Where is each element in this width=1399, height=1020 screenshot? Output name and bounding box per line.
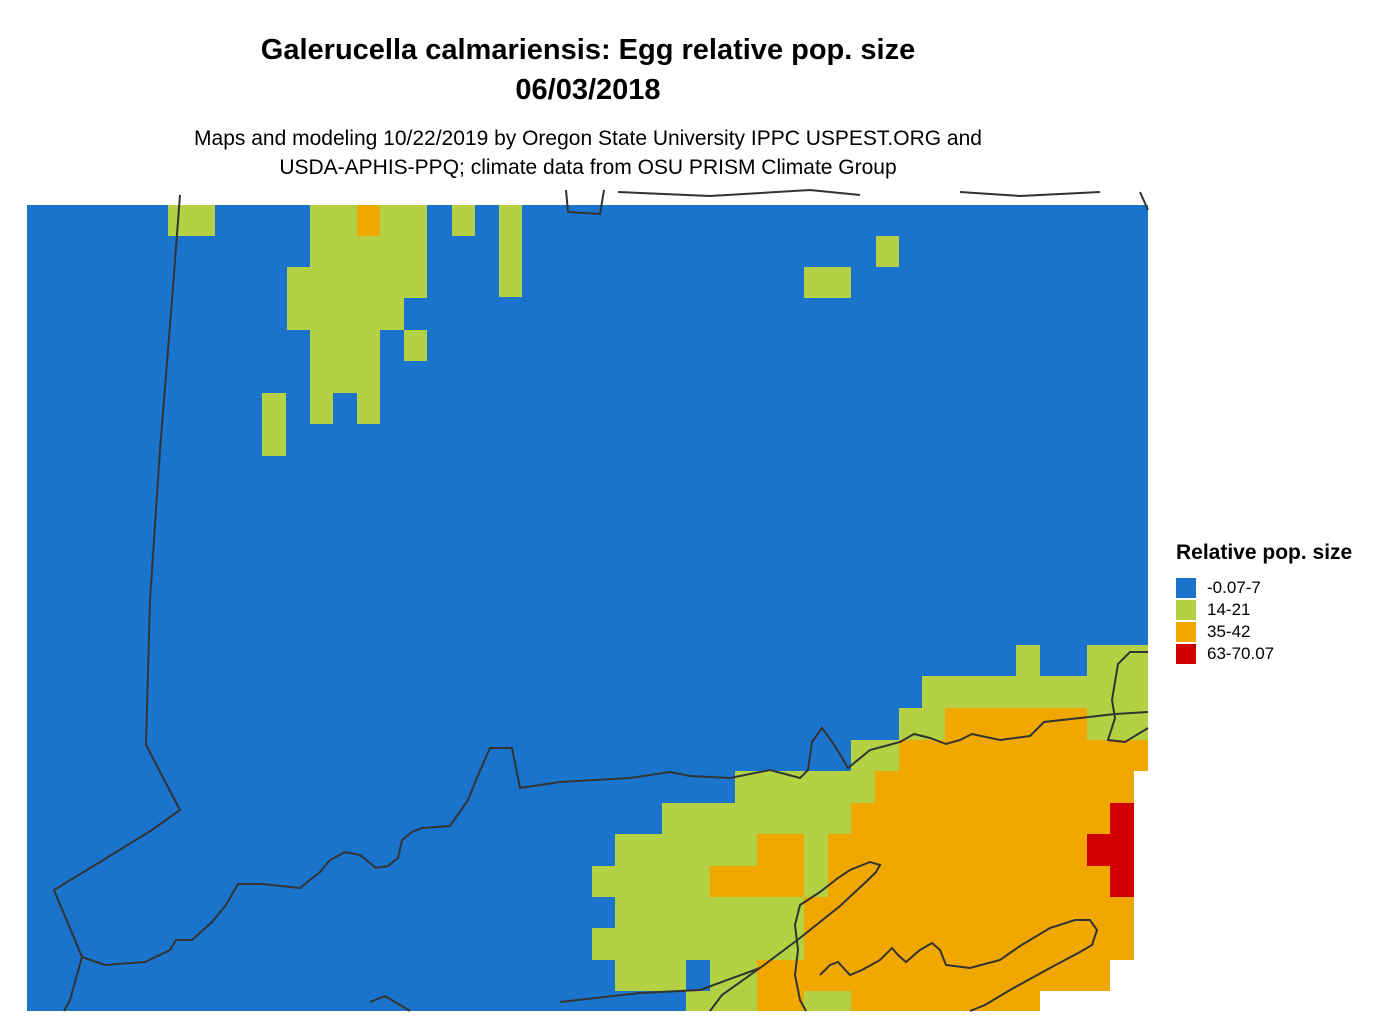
class-63-70-cells (1087, 803, 1134, 897)
legend-label: 63-70.07 (1207, 644, 1275, 663)
map-title: Galerucella calmariensis: Egg relative p… (260, 34, 916, 66)
legend-label: 35-42 (1207, 622, 1251, 641)
map-date: 06/03/2018 (515, 74, 661, 106)
legend-swatch-blue (1176, 578, 1196, 598)
map-credit-line-2: USDA-APHIS-PPQ; climate data from OSU PR… (279, 156, 897, 179)
legend-item: 63-70.07 (1176, 643, 1352, 665)
legend-item: 35-42 (1176, 621, 1352, 643)
legend: Relative pop. size -0.07-7 14-21 35-42 6… (1176, 540, 1352, 665)
legend-title: Relative pop. size (1176, 541, 1353, 564)
map-credit-line-1: Maps and modeling 10/22/2019 by Oregon S… (194, 127, 982, 150)
legend-item: -0.07-7 (1176, 577, 1352, 599)
legend-label: 14-21 (1207, 600, 1251, 619)
state-boundary-lines (52, 188, 1149, 1012)
legend-swatch-orange (1176, 622, 1196, 642)
legend-swatch-red (1176, 644, 1196, 664)
legend-swatch-green (1176, 600, 1196, 620)
legend-item: 14-21 (1176, 599, 1352, 621)
class-14-21-cells (168, 205, 1148, 1011)
legend-label: -0.07-7 (1207, 578, 1261, 597)
